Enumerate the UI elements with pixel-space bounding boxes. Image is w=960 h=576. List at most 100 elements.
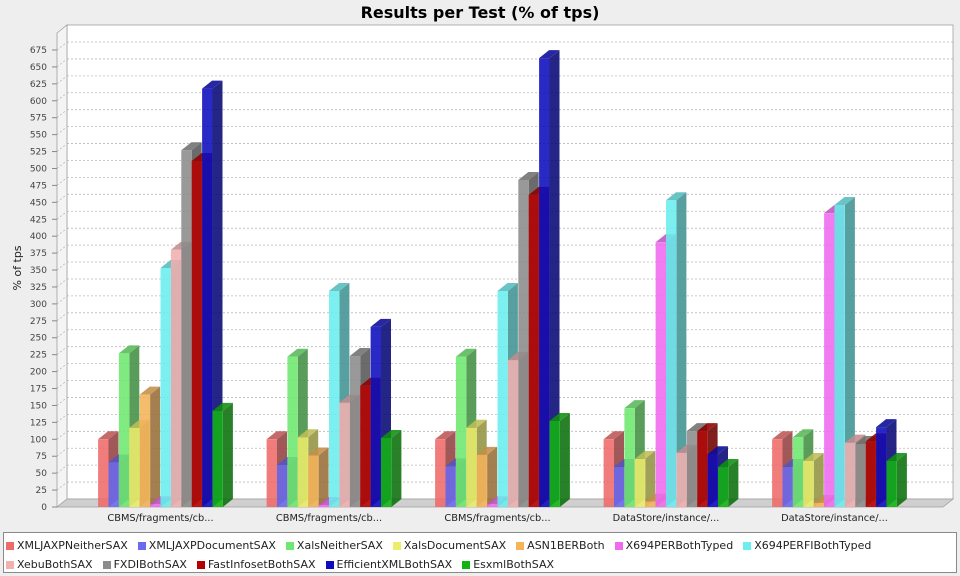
- legend-item-xmljaxpdocumentsax: XMLJAXPDocumentSAX: [137, 539, 276, 552]
- bar-x694perfibothtyped-4: [666, 192, 687, 507]
- bar-front-face: [697, 431, 708, 507]
- legend-item-xmljaxpneithersax: XMLJAXPNeitherSAX: [6, 539, 128, 552]
- y-tick-label: 450: [30, 198, 47, 208]
- bar-front-face: [549, 421, 560, 507]
- bar-top-face: [518, 171, 539, 180]
- legend-item-asn1berboth: ASN1BERBoth: [516, 539, 605, 552]
- bar-front-face: [834, 205, 845, 507]
- bar-front-face: [782, 467, 793, 507]
- y-tick-label: 75: [36, 452, 47, 462]
- y-tick-label: 525: [30, 148, 47, 158]
- y-tick-label: 100: [30, 435, 47, 445]
- bar-top-face: [381, 429, 402, 438]
- bar-asn1berboth-2: [308, 447, 329, 507]
- bar-front-face: [772, 439, 783, 507]
- bar-side-face: [212, 80, 223, 507]
- category-label: CBMS/fragments/cb...: [276, 513, 382, 524]
- legend: XMLJAXPNeitherSAX XMLJAXPDocumentSAX Xal…: [3, 532, 957, 573]
- bar-top-face: [466, 419, 487, 428]
- bar-front-face: [98, 439, 109, 507]
- bar-top-face: [98, 431, 119, 440]
- bar-front-face: [824, 213, 835, 507]
- bar-front-face: [886, 460, 897, 507]
- y-tick-label: 475: [30, 181, 47, 191]
- bar-top-face: [266, 431, 287, 440]
- bar-top-face: [772, 431, 793, 440]
- legend-swatch: [462, 560, 471, 569]
- bar-asn1berboth-1: [139, 386, 161, 507]
- y-tick-label: 350: [30, 266, 47, 276]
- bar-front-face: [855, 444, 866, 507]
- legend-label: XMLJAXPDocumentSAX: [148, 539, 276, 552]
- y-tick-label: 25: [36, 486, 47, 496]
- bar-top-face: [297, 429, 319, 438]
- bar-top-face: [718, 459, 739, 468]
- bar-front-face: [277, 465, 288, 507]
- legend-label: XalsDocumentSAX: [403, 539, 507, 552]
- y-tick-label: 125: [30, 418, 47, 428]
- y-tick-label: 400: [30, 232, 47, 242]
- bar-front-face: [497, 291, 508, 507]
- bar-top-face: [329, 283, 350, 292]
- bar-front-face: [813, 502, 825, 507]
- legend-item-efficientxmlbothsax: EfficientXMLBothSAX: [325, 558, 452, 571]
- y-axis: 0 25 50 75 100 125 150 175 200 225 250 275 300 325 350…: [30, 46, 57, 513]
- bar-xalsdocumentsax-5: [803, 452, 824, 507]
- bar-front-face: [435, 439, 446, 507]
- bar-front-face: [118, 353, 130, 507]
- legend-label: FXDIBothSAX: [113, 558, 187, 571]
- bar-front-face: [381, 437, 392, 507]
- bar-front-face: [360, 385, 371, 507]
- bar-esxmlbothsax-2: [381, 429, 402, 507]
- bars: [98, 50, 907, 508]
- legend-swatch: [285, 541, 294, 550]
- y-tick-label: 175: [30, 385, 47, 395]
- legend-label: ASN1BERBoth: [527, 539, 605, 552]
- y-tick-label: 425: [30, 215, 47, 225]
- bar-efficientxmlbothsax-3: [539, 50, 560, 507]
- bar-asn1berboth-3: [476, 446, 498, 507]
- bar-side-face: [391, 429, 402, 507]
- bar-front-face: [129, 427, 140, 507]
- bar-esxmlbothsax-5: [886, 452, 907, 507]
- y-tick-label: 300: [30, 300, 47, 310]
- bar-front-face: [308, 455, 319, 507]
- bar-front-face: [466, 427, 477, 507]
- bar-side-face: [645, 450, 656, 507]
- bar-front-face: [518, 179, 529, 508]
- bar-top-face: [634, 450, 656, 459]
- bar-front-face: [487, 504, 498, 507]
- legend-label: XalsNeitherSAX: [296, 539, 383, 552]
- bar-front-face: [655, 242, 666, 508]
- bar-front-face: [339, 402, 350, 507]
- bar-top-face: [455, 348, 477, 357]
- category-label: CBMS/fragments/cb...: [444, 513, 550, 524]
- bar-top-face: [287, 348, 308, 357]
- legend-swatch: [6, 541, 14, 550]
- bar-front-face: [676, 452, 687, 507]
- bar-front-face: [528, 194, 540, 507]
- bar-front-face: [792, 437, 804, 507]
- bar-side-face: [559, 413, 570, 507]
- y-tick-label: 150: [30, 401, 47, 411]
- legend-swatch: [102, 560, 111, 569]
- bar-side-face: [318, 447, 329, 507]
- y-tick-label: 625: [30, 80, 47, 90]
- bar-esxmlbothsax-1: [212, 402, 233, 507]
- legend-swatch: [6, 560, 14, 569]
- legend-item-fastinfosetbothsax: FastInfosetBothSAX: [196, 558, 316, 571]
- bar-front-face: [666, 200, 677, 507]
- legend-item-xalsneithersax: XalsNeitherSAX: [285, 539, 383, 552]
- legend-item-x694perfibothtyped: X694PERFIBothTyped: [743, 539, 871, 552]
- y-tick-label: 275: [30, 317, 47, 327]
- bar-side-face: [676, 192, 687, 507]
- bar-front-face: [803, 460, 814, 507]
- bar-top-face: [497, 283, 518, 292]
- category-label: DataStore/instance/...: [613, 513, 720, 524]
- bar-front-face: [876, 427, 887, 507]
- bar-front-face: [645, 501, 656, 507]
- legend-swatch: [392, 541, 401, 550]
- y-tick-label: 375: [30, 249, 47, 259]
- bar-front-face: [181, 150, 192, 507]
- bar-top-face: [549, 413, 570, 422]
